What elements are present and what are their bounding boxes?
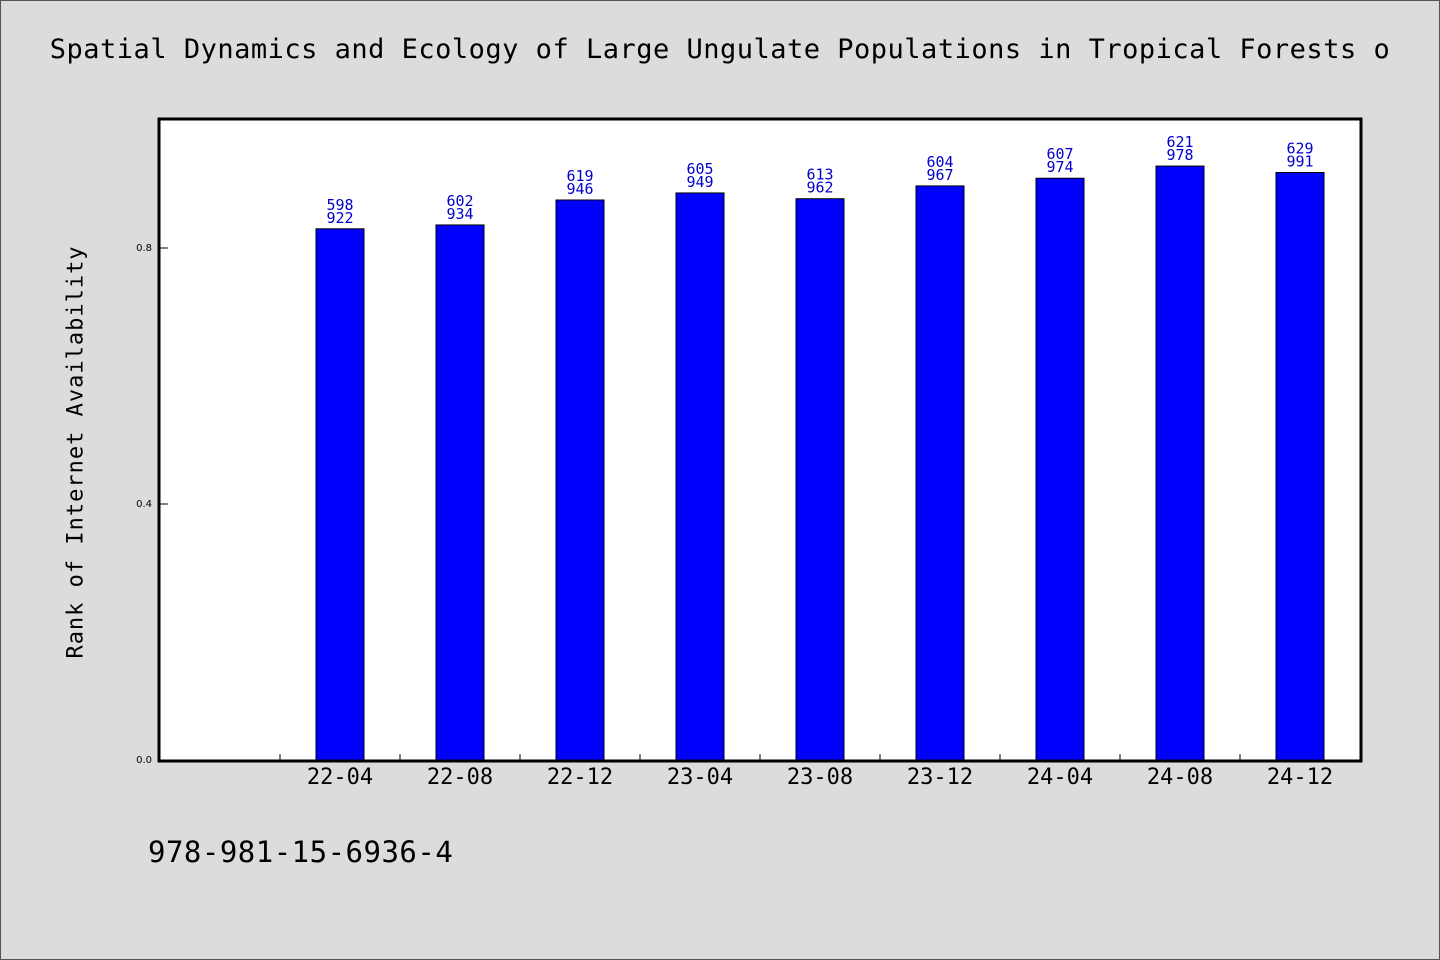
- bar-label-bottom: 974: [1046, 158, 1073, 176]
- chart-title: Spatial Dynamics and Ecology of Large Un…: [49, 34, 1391, 65]
- x-tick-label: 24-12: [1267, 765, 1333, 790]
- x-tick-label: 24-04: [1027, 765, 1093, 790]
- bar-label-bottom: 934: [446, 205, 473, 223]
- x-tick-label: 23-04: [667, 765, 733, 790]
- bar-label-bottom: 991: [1286, 152, 1313, 170]
- x-tick-label: 23-12: [907, 765, 973, 790]
- x-tick-label: 24-08: [1147, 765, 1213, 790]
- x-tick-label: 22-08: [427, 765, 493, 790]
- bar-label-top: 621: [1166, 133, 1193, 151]
- bar: [435, 224, 485, 761]
- bar-label-top: 619: [566, 167, 593, 185]
- bar: [795, 198, 845, 761]
- bar-label-top: 598: [326, 196, 353, 214]
- y-tick-label: 0.4: [136, 499, 152, 510]
- bar: [1035, 177, 1085, 761]
- x-tick-label: 22-04: [307, 765, 373, 790]
- bar-label-top: 613: [806, 166, 833, 184]
- bar-label-bottom: 967: [926, 166, 953, 184]
- bar-label-top: 604: [926, 153, 953, 171]
- bar-label-bottom: 949: [686, 173, 713, 191]
- bar-label-top: 602: [446, 192, 473, 210]
- bar-label-top: 605: [686, 160, 713, 178]
- y-tick-label: 0.0: [136, 755, 152, 766]
- bar-label-bottom: 962: [806, 179, 833, 197]
- bar: [555, 199, 605, 761]
- bar-label-top: 629: [1286, 139, 1313, 157]
- bar: [915, 185, 965, 761]
- bar: [1155, 165, 1205, 761]
- bar: [315, 228, 365, 761]
- bar: [1275, 171, 1325, 761]
- bar: [675, 192, 725, 761]
- bar-label-bottom: 946: [566, 180, 593, 198]
- x-tick-label: 22-12: [547, 765, 613, 790]
- bar-label-top: 607: [1046, 145, 1073, 163]
- x-ticks-group: 22-04 22-08 22-12 23-04 23-08 23-12 24-04 24-08…: [279, 754, 1361, 790]
- isbn-text: 978-981-15-6936-4: [148, 835, 454, 869]
- x-tick-label: 23-08: [787, 765, 853, 790]
- y-ticks-group: 0.0 0.4 0.8: [136, 243, 168, 766]
- y-tick-label: 0.8: [136, 243, 152, 254]
- bar-label-bottom: 978: [1166, 146, 1193, 164]
- bar-label-bottom: 922: [326, 209, 353, 227]
